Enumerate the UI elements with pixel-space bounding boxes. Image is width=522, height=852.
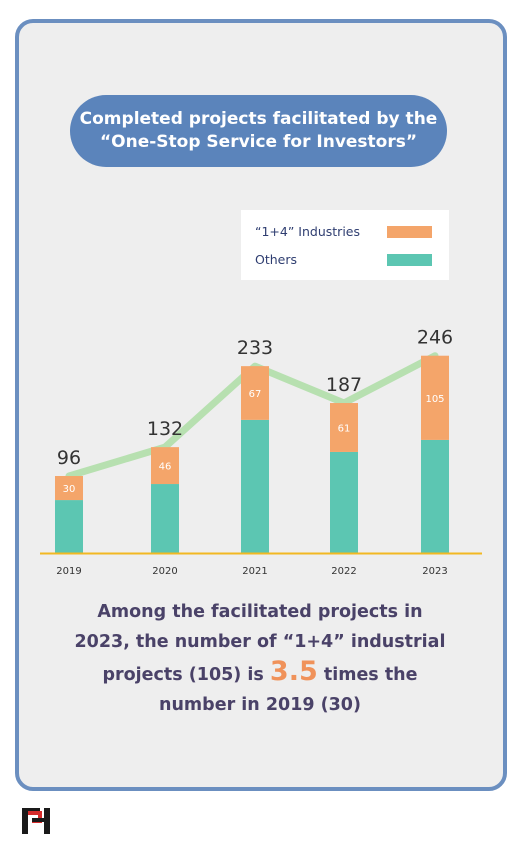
legend-label-others: Others [255, 252, 298, 267]
caption-line-1: Among the facilitated projects in [97, 602, 423, 622]
legend-swatch-others [387, 254, 432, 266]
x-tick-label-2023: 2023 [422, 566, 447, 577]
chart-title-line-2: “One-Stop Service for Investors” [99, 132, 418, 152]
bar-industries-2023 [421, 355, 449, 440]
bar-others-2023 [421, 439, 449, 553]
brand-logo-icon [22, 808, 50, 834]
bar-industries-2022 [330, 403, 358, 452]
bar-others-2021 [241, 419, 269, 553]
caption-line-3: projects (105) is 3.5 times the [40, 657, 480, 690]
legend-label-industries: “1+4” Industries [255, 224, 360, 239]
data-label-industries-2022: 61 [338, 423, 351, 434]
chart-legend: “1+4” Industries Others [241, 210, 449, 280]
bar-others-2022 [330, 451, 358, 553]
caption: Among the facilitated projects in 2023, … [40, 597, 480, 720]
caption-text-3a: projects (105) is [102, 665, 264, 685]
legend-swatch-industries [387, 226, 432, 238]
total-label-2023: 246 [417, 327, 453, 349]
legend-item-others: Others [255, 249, 435, 271]
total-label-2019: 96 [57, 447, 81, 469]
bar-others-2019 [55, 500, 83, 553]
chart-title-line-1: Completed projects facilitated by the [79, 109, 438, 129]
data-label-industries-2020: 46 [159, 462, 172, 473]
total-label-2021: 233 [237, 337, 273, 359]
x-tick-label-2019: 2019 [56, 566, 81, 577]
x-tick-label-2020: 2020 [152, 566, 177, 577]
bar-industries-2020 [151, 447, 179, 485]
data-label-industries-2019: 30 [63, 484, 76, 495]
bar-others-2020 [151, 484, 179, 553]
caption-line-2: 2023, the number of “1+4” industrial [74, 632, 446, 652]
chart-title: Completed projects facilitated by the “O… [70, 95, 447, 167]
total-label-2020: 132 [147, 418, 183, 440]
caption-line-4: number in 2019 (30) [159, 695, 361, 715]
caption-text-3b: times the [323, 665, 418, 685]
x-tick-label-2022: 2022 [331, 566, 356, 577]
data-label-industries-2021: 67 [249, 389, 262, 400]
legend-item-industries: “1+4” Industries [255, 221, 435, 243]
bar-industries-2021 [241, 366, 269, 420]
x-tick-label-2021: 2021 [242, 566, 267, 577]
data-label-industries-2023: 105 [425, 394, 444, 405]
bar-industries-2019 [55, 476, 83, 501]
total-label-2022: 187 [326, 374, 362, 396]
caption-highlight: 3.5 [269, 656, 318, 687]
